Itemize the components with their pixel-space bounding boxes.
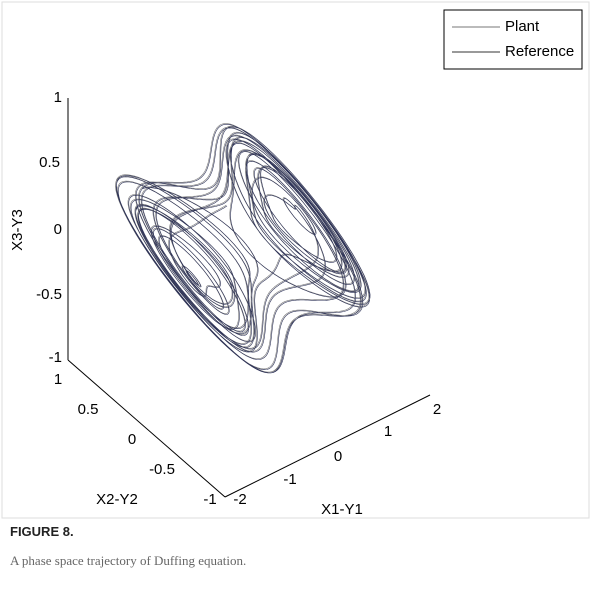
tick-label: 2 bbox=[433, 401, 441, 418]
tick-label: -2 bbox=[233, 491, 246, 508]
tick-label: 0 bbox=[128, 431, 136, 448]
legend-label: Plant bbox=[505, 18, 540, 35]
tick-label: -1 bbox=[203, 491, 216, 508]
tick-label: -1 bbox=[49, 349, 62, 366]
tick-label: 0.5 bbox=[78, 401, 99, 418]
tick-label: -0.5 bbox=[36, 286, 62, 303]
tick-label: 1 bbox=[54, 371, 62, 388]
tick-label: -1 bbox=[283, 471, 296, 488]
axis-label: X2-Y2 bbox=[96, 491, 138, 508]
tick-label: 0 bbox=[54, 221, 62, 238]
legend-label: Reference bbox=[505, 43, 574, 60]
axis-label: X1-Y1 bbox=[321, 501, 363, 518]
caption-label: FIGURE 8. bbox=[10, 524, 74, 539]
figure: Plant Reference X3-Y3 X2-Y2 X1-Y1 10.50-… bbox=[1, 1, 590, 519]
x1-axis bbox=[224, 394, 431, 498]
tick-label: 1 bbox=[384, 423, 392, 440]
x2-axis bbox=[67, 359, 226, 498]
tick-label: 1 bbox=[54, 89, 62, 106]
caption-text: A phase space trajectory of Duffing equa… bbox=[10, 553, 247, 568]
tick-label: 0 bbox=[334, 448, 342, 465]
tick-label: -0.5 bbox=[149, 461, 175, 478]
tick-label: 0.5 bbox=[39, 154, 60, 171]
figure-frame bbox=[1, 1, 590, 519]
legend bbox=[443, 9, 583, 70]
trajectory-line bbox=[115, 124, 371, 374]
axis-label: X3-Y3 bbox=[9, 209, 26, 251]
trajectory bbox=[115, 123, 371, 374]
